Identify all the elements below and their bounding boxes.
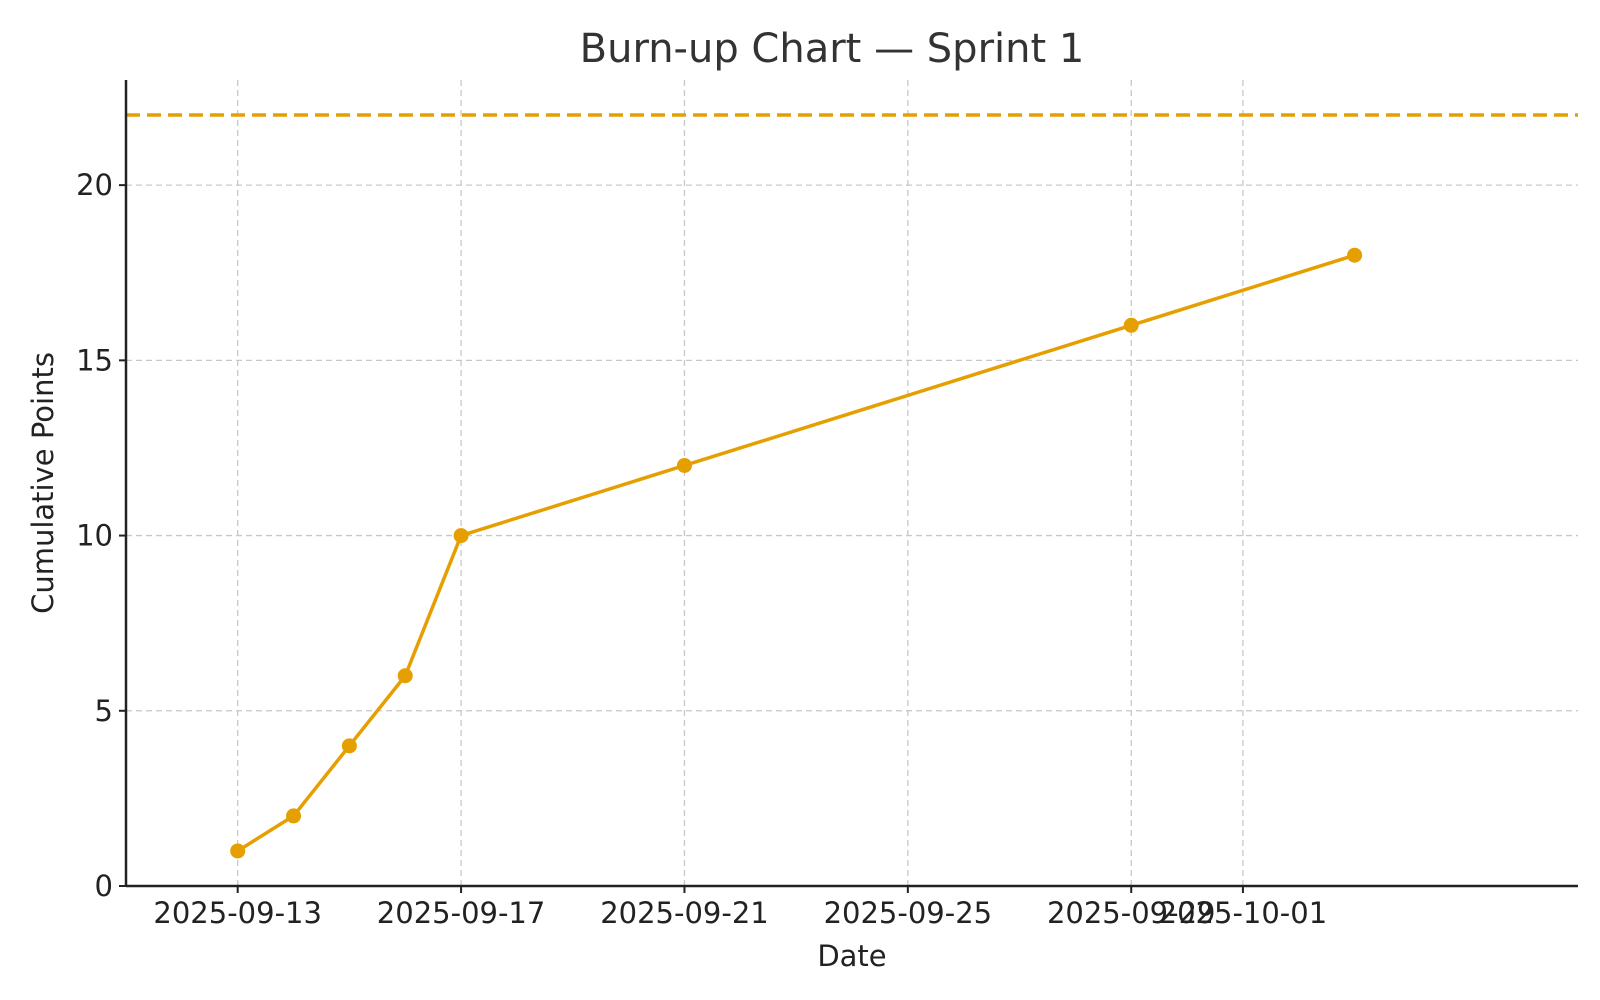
series-line: [235, 253, 1357, 853]
x-axis-label: Date: [817, 939, 886, 973]
data-point: [676, 457, 692, 473]
data-point: [1347, 247, 1363, 263]
x-tick-label: 2025-09-17: [377, 896, 546, 930]
data-point: [453, 528, 469, 544]
series-layer: [230, 247, 1363, 859]
x-tick-label: 2025-09-21: [600, 896, 769, 930]
axes-layer: [124, 80, 1578, 888]
y-tick-label: 15: [76, 343, 113, 377]
data-point: [230, 843, 246, 859]
y-tick-label: 0: [95, 869, 113, 903]
data-point: [1123, 317, 1139, 333]
grid-layer: [126, 80, 1578, 886]
y-tick-label: 10: [76, 519, 113, 553]
x-tick-label: 2025-09-25: [824, 896, 993, 930]
data-point: [341, 738, 357, 754]
y-axis-label: Cumulative Points: [26, 352, 60, 614]
x-tick-label: 2025-09-29: [1047, 896, 1216, 930]
chart-title: Burn-up Chart — Sprint 1: [580, 26, 1085, 72]
x-tick-label: 2025-09-13: [153, 896, 322, 930]
tick-layer: 2025-09-13 2025-09-17 2025-09-21 2025-09-25…: [76, 168, 1327, 930]
data-point: [397, 668, 413, 684]
x-tick-label: 2025-10-01: [1159, 896, 1328, 930]
y-tick-label: 20: [76, 168, 113, 202]
y-tick-label: 5: [95, 694, 113, 728]
data-point: [286, 808, 302, 824]
